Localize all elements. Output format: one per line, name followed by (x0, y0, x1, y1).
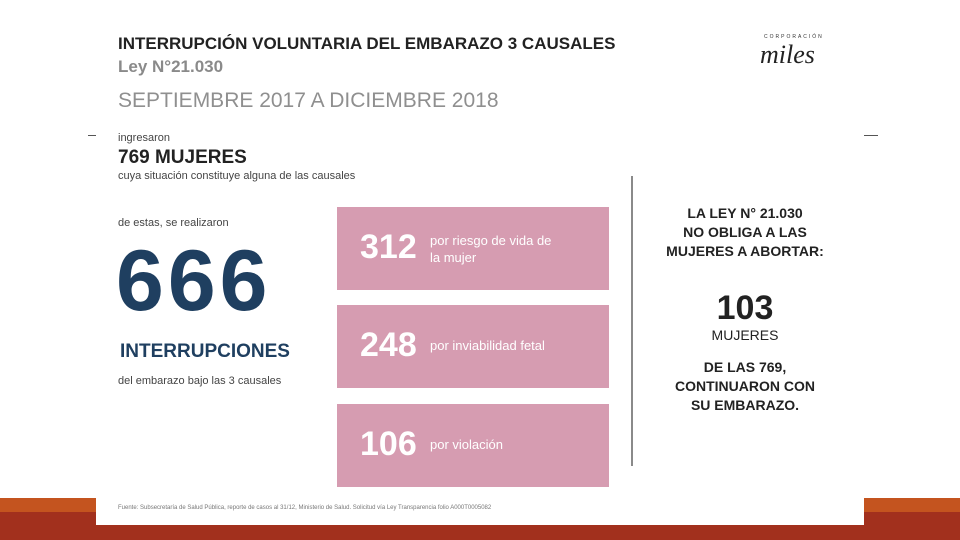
rule (864, 135, 878, 136)
case-number: 312 (360, 228, 417, 266)
case-box: 248 por inviabilidad fetal (337, 305, 609, 388)
desc-line: por violación (430, 437, 503, 452)
desc-line: la mujer (430, 250, 477, 265)
period: SEPTIEMBRE 2017 A DICIEMBRE 2018 (118, 89, 499, 112)
law: Ley N°21.030 (118, 57, 224, 76)
source: Fuente: Subsecretaría de Salud Pública, … (118, 505, 492, 511)
note-line: CONTINUARON CON (675, 378, 815, 394)
right-unit: MUJERES (711, 327, 779, 343)
intro: ingresaron (118, 132, 170, 144)
note-line: DE LAS 769, (703, 359, 787, 375)
right-number: 103 (716, 289, 774, 327)
heading-line: NO OBLIGA A LAS (683, 224, 807, 240)
total: 769 MUJERES (118, 147, 247, 168)
logo-small: CORPORACIÓN (764, 34, 824, 40)
case-desc: por riesgo de vida de la mujer (430, 232, 551, 266)
logo: miles (760, 40, 815, 69)
divider (631, 176, 633, 466)
right-note: DE LAS 769, CONTINUARON CON SU EMBARAZO. (640, 358, 850, 415)
count-label: INTERRUPCIONES (120, 341, 290, 362)
desc-line: por riesgo de vida de (430, 233, 552, 248)
total-note: cuya situación constituye alguna de las … (118, 170, 356, 182)
title: INTERRUPCIÓN VOLUNTARIA DEL EMBARAZO 3 C… (118, 34, 616, 53)
case-desc: por violación (430, 436, 503, 453)
count-note: del embarazo bajo las 3 causales (118, 375, 282, 387)
case-number: 106 (360, 425, 417, 463)
sub-intro: de estas, se realizaron (118, 217, 229, 229)
note-line: SU EMBARAZO. (690, 397, 800, 413)
right-heading: LA LEY N° 21.030 NO OBLIGA A LAS MUJERES… (640, 204, 850, 261)
rule (88, 135, 96, 136)
heading-line: LA LEY N° 21.030 (687, 205, 803, 221)
count: 666 (116, 233, 272, 329)
case-box: 312 por riesgo de vida de la mujer (337, 207, 609, 290)
desc-line: por inviabilidad fetal (430, 338, 545, 353)
heading-line: MUJERES A ABORTAR: (666, 243, 824, 259)
case-desc: por inviabilidad fetal (430, 337, 545, 354)
case-number: 248 (360, 326, 417, 364)
case-box: 106 por violación (337, 404, 609, 487)
